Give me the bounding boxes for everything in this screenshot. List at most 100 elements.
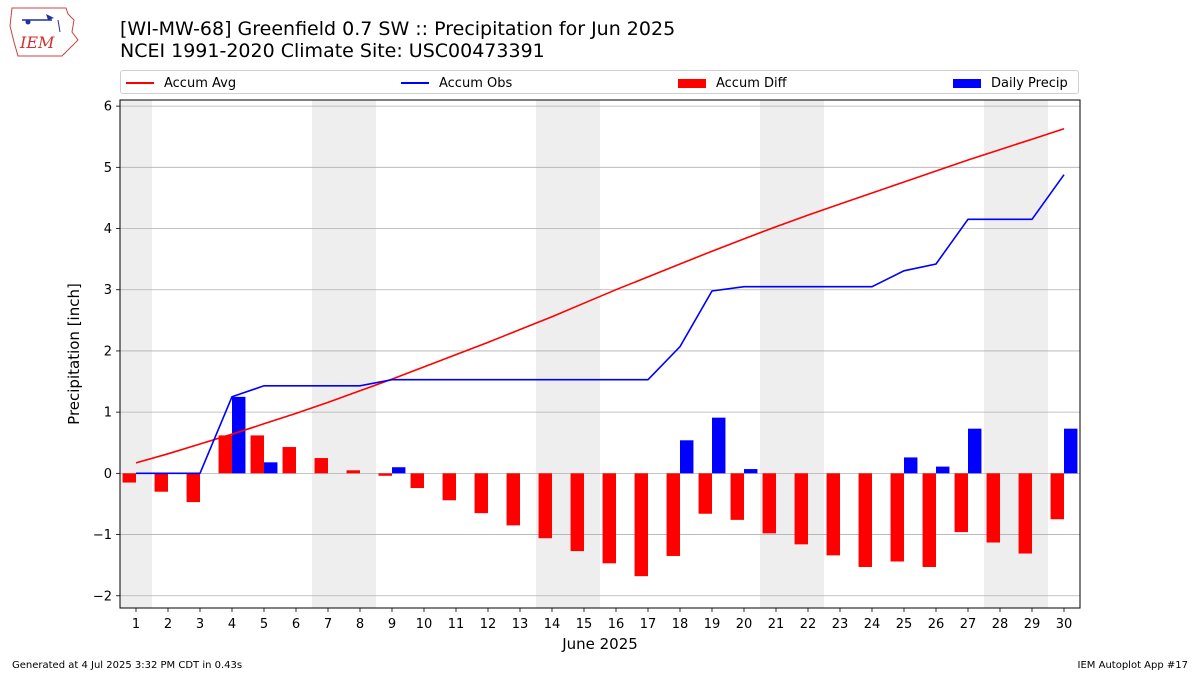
y-tick-label: 3: [104, 283, 112, 298]
x-tick-label: 17: [640, 617, 657, 632]
y-tick-label: 4: [104, 222, 112, 237]
legend-swatch-accum-diff: [678, 78, 706, 88]
y-tick-label: 1: [104, 406, 112, 421]
x-tick-label: 8: [356, 617, 364, 632]
daily-precip-bar: [936, 466, 950, 474]
x-tick-label: 7: [324, 617, 332, 632]
daily-precip-bar: [968, 428, 982, 474]
x-tick-label: 12: [480, 617, 497, 632]
x-tick-label: 26: [928, 617, 945, 632]
legend-item-accum-avg: Accum Avg: [126, 74, 236, 92]
y-tick-label: 0: [104, 467, 112, 482]
daily-precip-bar: [1064, 428, 1078, 474]
x-tick-label: 1: [132, 617, 140, 632]
iem-logo: IEM: [9, 7, 79, 57]
accum-diff-bar: [250, 435, 264, 474]
legend-swatch-accum-avg: [126, 82, 154, 84]
y-tick-label: −1: [93, 528, 112, 543]
x-tick-label: 28: [992, 617, 1009, 632]
accum-diff-bar: [442, 473, 456, 501]
accum-diff-bar: [954, 473, 968, 533]
x-tick-label: 30: [1056, 617, 1073, 632]
x-tick-label: 10: [416, 617, 433, 632]
daily-precip-bar: [392, 467, 406, 474]
x-tick-label: 21: [768, 617, 785, 632]
accum-diff-bar: [506, 473, 520, 526]
x-tick-label: 13: [512, 617, 529, 632]
accum-obs-line: [136, 174, 1065, 475]
accum-diff-bar: [730, 473, 744, 520]
accum-diff-bar: [698, 473, 712, 514]
accum-diff-bar: [890, 473, 904, 562]
chart-title: [WI-MW-68] Greenfield 0.7 SW :: Precipit…: [120, 18, 675, 62]
x-tick-label: 11: [448, 617, 465, 632]
accum-diff-bar: [282, 447, 296, 474]
x-tick-label: 3: [196, 617, 204, 632]
accum-diff-bar: [570, 473, 584, 552]
chart-title-line2: NCEI 1991-2020 Climate Site: USC00473391: [120, 40, 545, 62]
weekend-shade-day-1: [120, 100, 152, 608]
legend-swatch-daily-precip: [953, 78, 981, 88]
daily-precip-bar: [232, 396, 246, 474]
daily-precip-bar: [680, 440, 694, 474]
y-tick-label: 5: [104, 161, 112, 176]
daily-precip-bar: [264, 462, 278, 474]
x-tick-label: 29: [1024, 617, 1041, 632]
svg-text:IEM: IEM: [19, 33, 55, 52]
chart-title-line1: [WI-MW-68] Greenfield 0.7 SW :: Precipit…: [120, 18, 676, 40]
x-tick-label: 15: [576, 617, 593, 632]
weekend-shade-day-8: [344, 100, 376, 608]
x-tick-label: 6: [292, 617, 300, 632]
weekend-shade-day-7: [312, 100, 344, 608]
accum-diff-bar: [1050, 473, 1064, 520]
x-tick-label: 2: [164, 617, 172, 632]
x-tick-label: 19: [704, 617, 721, 632]
accum-diff-bar: [314, 458, 328, 474]
x-tick-label: 5: [260, 617, 268, 632]
accum-diff-bar: [378, 473, 392, 476]
daily-precip-bar: [904, 457, 918, 474]
x-tick-label: 18: [672, 617, 689, 632]
accum-diff-bar: [410, 473, 424, 489]
accum-diff-bar: [538, 473, 552, 539]
accum-diff-bar: [186, 473, 200, 503]
accum-diff-bar: [858, 473, 872, 567]
legend-label-accum-avg: Accum Avg: [164, 75, 237, 91]
accum-avg-line: [135, 128, 1065, 464]
generated-footer: Generated at 4 Jul 2025 3:32 PM CDT in 0…: [12, 660, 243, 671]
y-tick-label: 2: [104, 344, 112, 359]
legend-swatch-accum-obs: [401, 82, 429, 84]
legend-label-accum-diff: Accum Diff: [716, 75, 787, 91]
x-tick-label: 25: [896, 617, 913, 632]
accum-diff-bar: [602, 473, 616, 564]
accum-diff-bar: [762, 473, 776, 534]
legend-item-accum-obs: Accum Obs: [401, 74, 512, 92]
daily-precip-bar: [744, 469, 758, 474]
legend-item-daily-precip: Daily Precip: [953, 74, 1068, 92]
daily-precip-bar: [712, 417, 726, 474]
chart-legend: Accum Avg Accum Obs Accum Diff Daily Pre…: [120, 70, 1079, 94]
accum-diff-bar: [218, 435, 232, 474]
accum-diff-bar: [474, 473, 488, 514]
x-tick-label: 22: [800, 617, 817, 632]
accum-diff-bar: [986, 473, 1000, 543]
x-axis-label: June 2025: [562, 635, 638, 653]
accum-diff-bar: [154, 473, 168, 492]
x-tick-label: 16: [608, 617, 625, 632]
accum-diff-bar: [666, 473, 680, 556]
plot-frame: [119, 99, 1081, 609]
y-axis-label: Precipitation [inch]: [65, 283, 83, 425]
x-tick-label: 14: [544, 617, 561, 632]
legend-label-accum-obs: Accum Obs: [439, 75, 513, 91]
accum-diff-bar: [794, 473, 808, 545]
app-footer: IEM Autoplot App #17: [1077, 660, 1188, 671]
x-tick-label: 20: [736, 617, 753, 632]
legend-item-accum-diff: Accum Diff: [678, 74, 787, 92]
x-tick-label: 23: [832, 617, 849, 632]
y-tick-label: 6: [104, 100, 112, 115]
x-tick-label: 27: [960, 617, 977, 632]
accum-diff-bar: [634, 473, 648, 577]
accum-diff-bar: [122, 473, 136, 483]
x-tick-label: 4: [228, 617, 236, 632]
